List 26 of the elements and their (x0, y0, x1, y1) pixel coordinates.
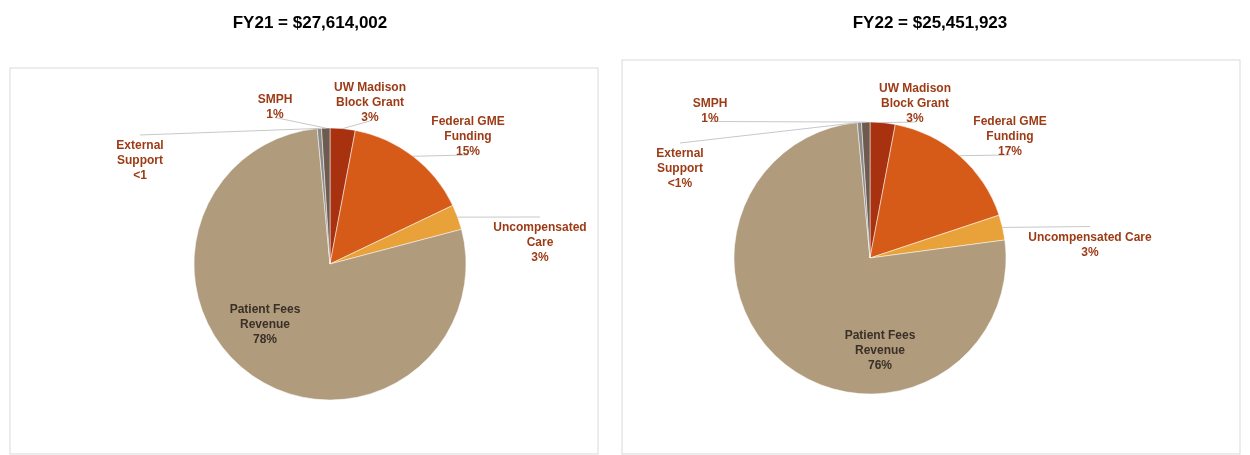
data-label: 78% (252, 332, 278, 346)
slice-label: External Support (656, 146, 704, 175)
data-label: <1% (667, 176, 693, 190)
data-label: <1 (133, 168, 148, 182)
data-label: 76% (867, 358, 893, 372)
slice-label: SMPH (257, 91, 293, 106)
data-label: 3% (1081, 244, 1099, 259)
slice-label: UW Madison Block Grant (879, 81, 951, 110)
data-label: 15% (455, 144, 481, 158)
data-label: 3% (531, 250, 549, 264)
slice-label: Patient Fees Revenue (844, 328, 916, 357)
data-label: 3% (361, 110, 379, 124)
chart-title: FY22 = $25,451,923 (852, 13, 1008, 32)
slice-label: UW Madison Block Grant (334, 80, 406, 109)
slice-label: Uncompensated Care (1028, 229, 1153, 244)
data-label: 3% (906, 111, 924, 125)
slice-label: Federal GME Funding (973, 114, 1047, 143)
slice-label: SMPH (692, 95, 728, 110)
slice-label: Uncompensated Care (493, 220, 587, 249)
data-label: 1% (701, 110, 719, 125)
data-label: 1% (266, 106, 284, 121)
chart-title: FY21 = $27,614,002 (232, 13, 388, 32)
slice-label: Patient Fees Revenue (229, 302, 301, 331)
data-label: 17% (997, 144, 1023, 158)
slice-label: Federal GME Funding (431, 114, 505, 143)
slice-label: External Support (116, 138, 164, 167)
